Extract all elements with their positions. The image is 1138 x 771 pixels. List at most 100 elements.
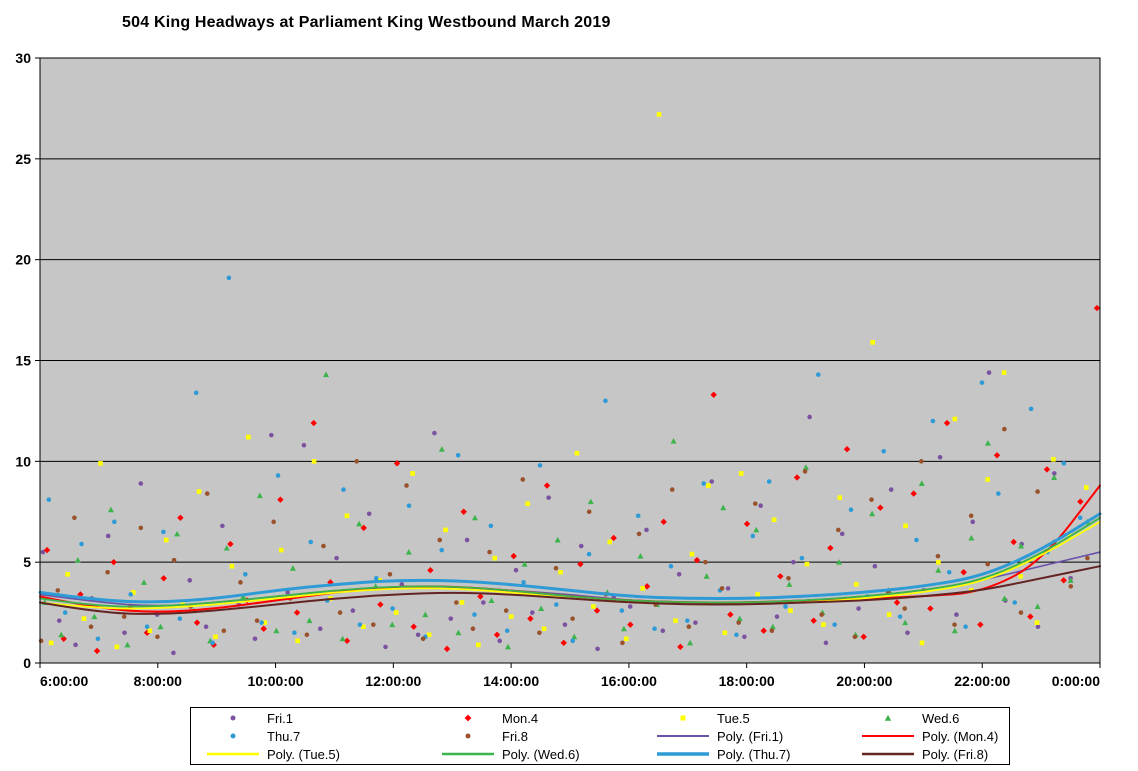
data-point-Thu.7 (210, 640, 215, 646)
legend-line-swatch (862, 752, 914, 756)
y-tick-label: 25 (15, 151, 31, 167)
data-point-Fri.1 (595, 646, 600, 652)
data-point-Fri.8 (752, 501, 758, 506)
data-point-Mon.4 (660, 518, 667, 526)
data-point-Fri.1 (399, 582, 405, 587)
data-point-Tue.5 (393, 610, 399, 615)
data-point-Fri.1 (872, 563, 878, 569)
data-point-Fri.1 (758, 503, 763, 509)
legend-marker-icon (465, 733, 471, 739)
data-point-Wed.6 (984, 440, 991, 446)
data-point-Fri.1 (839, 531, 845, 537)
legend-item-Poly.Fri.1: Poly. (Fri.1) (641, 727, 846, 745)
data-point-Mon.4 (677, 643, 684, 651)
data-point-Fri.1 (171, 650, 176, 656)
data-point-Tue.5 (541, 626, 547, 632)
data-point-Fri.8 (586, 509, 592, 515)
data-point-Thu.7 (161, 529, 166, 535)
data-point-Wed.6 (223, 544, 230, 551)
legend-item-Thu.7: Thu.7 (191, 727, 426, 745)
data-point-Thu.7 (996, 491, 1001, 496)
data-point-Fri.8 (105, 569, 110, 575)
data-point-Fri.8 (138, 525, 144, 531)
data-point-Mon.4 (1010, 538, 1017, 546)
data-point-Fri.8 (454, 600, 459, 605)
data-point-Fri.8 (470, 626, 476, 632)
data-point-Mon.4 (177, 514, 184, 521)
data-point-Tue.5 (492, 555, 498, 561)
data-point-Fri.1 (676, 571, 682, 577)
data-point-Thu.7 (554, 602, 559, 607)
data-point-Fri.1 (774, 614, 780, 619)
data-point-Mon.4 (477, 593, 484, 600)
data-point-Mon.4 (893, 599, 901, 606)
data-point-Mon.4 (293, 609, 301, 616)
x-tick-label: 0:00:00 (1052, 673, 1100, 689)
data-point-Tue.5 (738, 471, 744, 476)
data-point-Thu.7 (1061, 461, 1067, 466)
data-point-Thu.7 (946, 569, 952, 575)
data-point-Fri.8 (337, 610, 343, 615)
y-tick-label: 0 (23, 655, 31, 671)
data-point-Thu.7 (963, 624, 968, 629)
data-point-Tue.5 (295, 638, 300, 644)
data-point-Tue.5 (936, 559, 941, 565)
legend-line-swatch (657, 752, 709, 756)
data-point-Tue.5 (1034, 620, 1040, 625)
data-point-Tue.5 (65, 571, 70, 577)
x-tick-label: 22:00:00 (954, 673, 1010, 689)
data-point-Tue.5 (722, 630, 728, 636)
y-tick-label: 5 (23, 554, 31, 570)
data-point-Mon.4 (427, 567, 434, 574)
trend-line-Poly.Thu.7 (38, 512, 1102, 604)
data-point-Fri.8 (852, 634, 858, 640)
data-point-Fri.8 (371, 622, 376, 627)
data-point-Fri.8 (88, 624, 94, 629)
legend-line-swatch (657, 735, 709, 737)
data-point-Fri.1 (660, 628, 666, 634)
data-point-Mon.4 (377, 601, 384, 608)
data-point-Wed.6 (1034, 603, 1041, 610)
data-point-Mon.4 (943, 419, 951, 427)
data-point-Mon.4 (493, 631, 501, 638)
data-point-Tue.5 (623, 636, 629, 642)
data-point-Mon.4 (777, 573, 784, 580)
legend-line-swatch (862, 735, 914, 737)
data-point-Wed.6 (935, 567, 942, 573)
data-point-Thu.7 (799, 555, 805, 561)
data-point-Fri.1 (627, 604, 633, 609)
data-point-Mon.4 (43, 546, 51, 554)
data-point-Fri.8 (570, 616, 575, 621)
legend-item-Fri.1: Fri.1 (191, 709, 426, 727)
data-point-Mon.4 (643, 583, 651, 590)
data-point-Tue.5 (919, 640, 925, 646)
data-point-Tue.5 (755, 592, 760, 597)
data-point-Wed.6 (1067, 577, 1074, 583)
data-point-Fri.8 (55, 588, 61, 593)
data-point-Mon.4 (827, 544, 834, 552)
data-point-Thu.7 (504, 628, 510, 634)
data-point-Thu.7 (832, 622, 837, 627)
x-tick-label: 12:00:00 (365, 673, 421, 689)
data-point-Thu.7 (62, 610, 68, 615)
data-point-Mon.4 (160, 575, 167, 582)
data-point-Thu.7 (128, 592, 133, 597)
data-point-Tue.5 (98, 461, 103, 466)
data-point-Thu.7 (341, 487, 346, 492)
data-point-Mon.4 (560, 639, 567, 647)
legend-item-label: Fri.8 (502, 728, 528, 744)
data-point-Tue.5 (952, 416, 958, 422)
data-point-Thu.7 (439, 547, 445, 553)
data-point-Thu.7 (586, 551, 592, 557)
plot-border (39, 57, 1101, 664)
data-point-Fri.1 (888, 487, 894, 492)
data-point-Wed.6 (339, 635, 346, 642)
data-point-Mon.4 (277, 496, 284, 503)
data-point-Wed.6 (124, 641, 131, 648)
data-point-Wed.6 (802, 464, 809, 470)
data-point-Tue.5 (574, 450, 580, 456)
data-point-Fri.1 (415, 632, 421, 638)
data-point-Wed.6 (753, 526, 760, 533)
legend-item-label: Poly. (Thu.7) (717, 746, 791, 762)
data-point-Fri.8 (221, 628, 227, 634)
